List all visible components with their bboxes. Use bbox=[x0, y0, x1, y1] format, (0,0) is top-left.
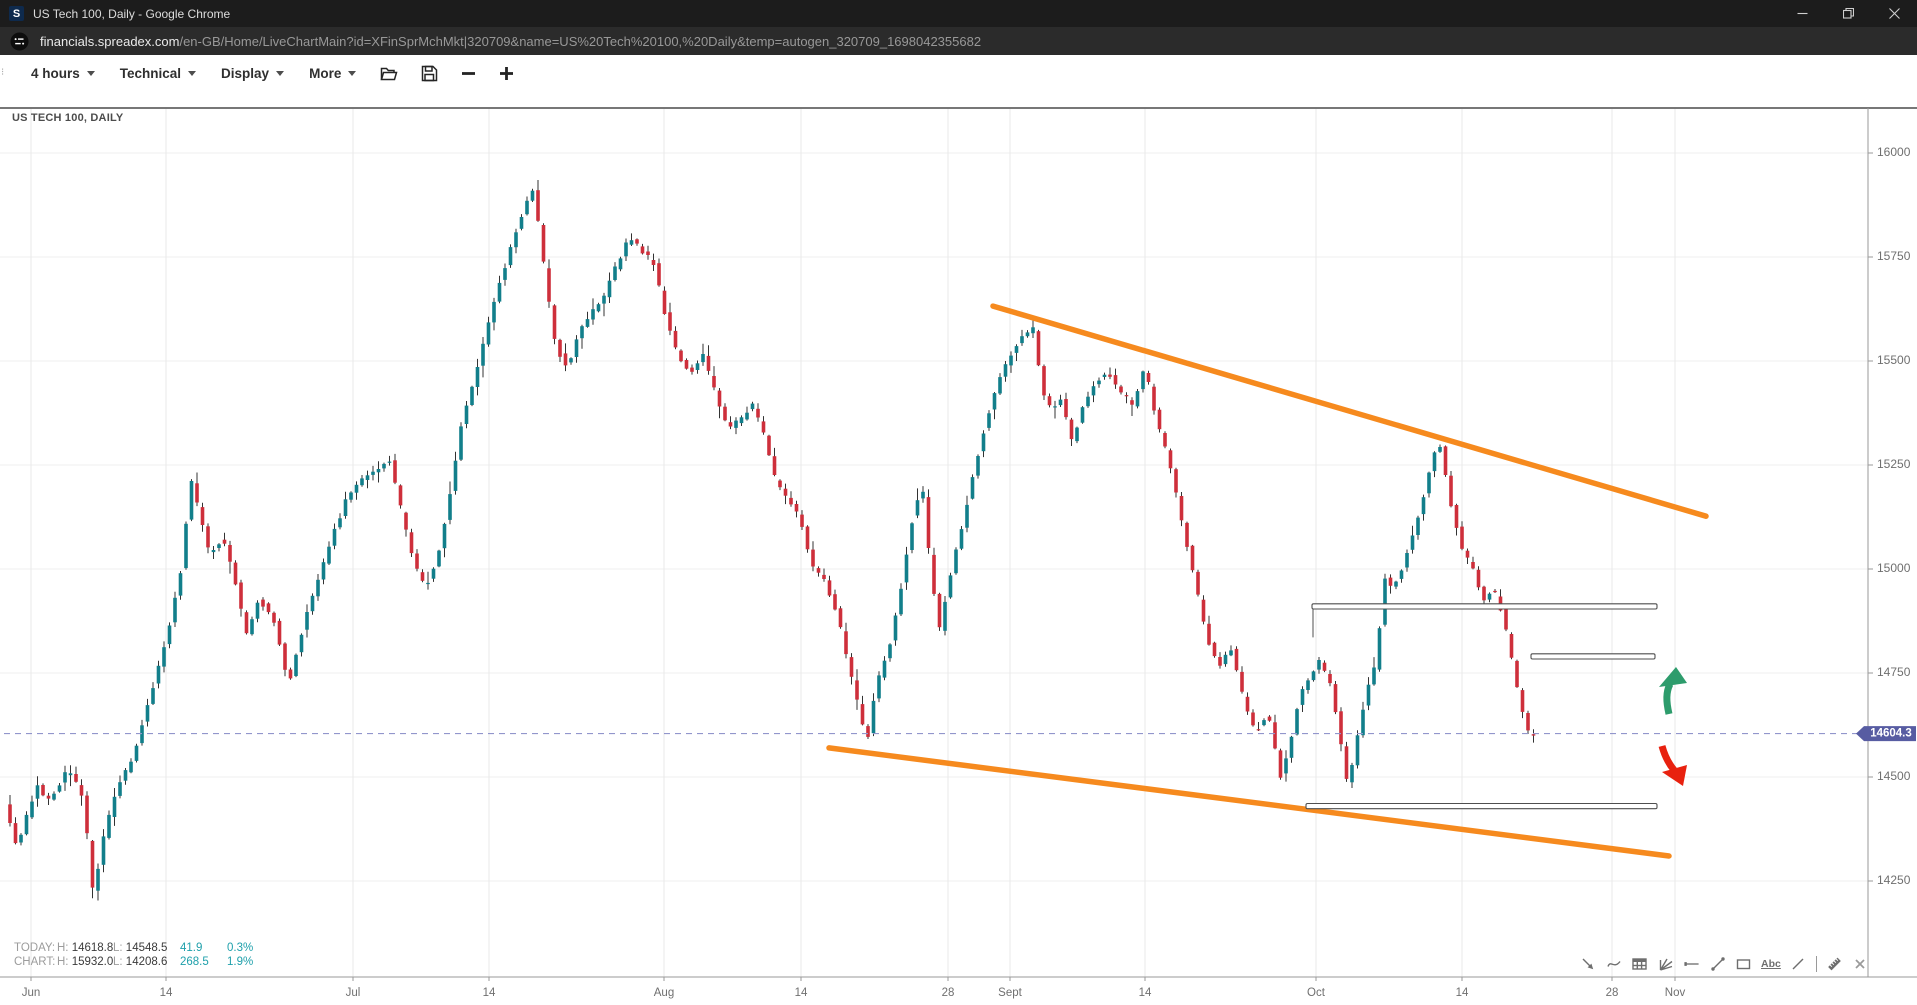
price-levels bbox=[1305, 603, 1658, 810]
toolbar-divider bbox=[1815, 956, 1817, 972]
display-label: Display bbox=[221, 65, 270, 81]
zoom-out-button[interactable] bbox=[461, 66, 476, 81]
stats-label: CHART: bbox=[14, 955, 56, 968]
horizontal-line-tool[interactable] bbox=[1683, 956, 1700, 973]
candlesticks bbox=[8, 180, 1536, 901]
upper-channel-line[interactable] bbox=[990, 303, 1709, 519]
y-axis-label: 14750 bbox=[1877, 665, 1911, 679]
timeframe-dropdown[interactable]: 4 hours bbox=[31, 66, 95, 81]
chevron-down-icon bbox=[86, 70, 95, 76]
technical-label: Technical bbox=[119, 65, 182, 81]
grid-tool[interactable] bbox=[1631, 956, 1648, 973]
stats-row-chart: CHART: H: 15932.0 L: 14208.6 268.5 1.9% bbox=[14, 956, 267, 970]
x-axis-label: 14 bbox=[160, 987, 173, 999]
restore-icon bbox=[1842, 8, 1854, 19]
chart-high: 15932.0 bbox=[71, 955, 114, 968]
save-chart-button[interactable] bbox=[421, 65, 438, 82]
more-dropdown[interactable]: More bbox=[309, 65, 357, 81]
rectangle-tool[interactable] bbox=[1735, 956, 1752, 973]
window-title: US Tech 100, Daily - Google Chrome bbox=[33, 6, 231, 21]
x-axis-label: Oct bbox=[1307, 987, 1326, 999]
svg-text:14604.3: 14604.3 bbox=[1870, 728, 1912, 740]
y-axis-label: 16000 bbox=[1877, 145, 1911, 159]
y-axis-label: 14500 bbox=[1877, 769, 1911, 783]
chart-low: 14208.6 bbox=[125, 955, 168, 968]
x-axis-label: Aug bbox=[654, 987, 674, 999]
x-axis-label: 14 bbox=[1139, 987, 1152, 999]
address-bar[interactable]: financials.spreadex.com/en-GB/Home/LiveC… bbox=[0, 27, 1917, 55]
stats-row-today: TODAY: H: 14618.8 L: 14548.5 41.9 0.3% bbox=[14, 942, 267, 956]
site-info-icon[interactable] bbox=[10, 32, 29, 51]
x-axis-label: 28 bbox=[942, 987, 955, 999]
chart-title: US TECH 100, DAILY bbox=[12, 112, 124, 124]
lower-channel-line[interactable] bbox=[826, 745, 1672, 859]
chevron-down-icon bbox=[188, 70, 197, 76]
more-label: More bbox=[309, 65, 342, 81]
chevron-down-icon bbox=[276, 70, 285, 76]
y-axis-label: 15500 bbox=[1877, 353, 1911, 367]
close-icon bbox=[1888, 8, 1900, 19]
close-button[interactable] bbox=[1871, 0, 1917, 27]
x-axis[interactable]: Jun 14 Jul 14 Aug 14 28 Sept 14 Oct 14 28 Nov bbox=[22, 977, 1686, 999]
restore-button[interactable] bbox=[1825, 0, 1871, 27]
open-chart-button[interactable] bbox=[379, 65, 398, 82]
y-axis-label: 14250 bbox=[1877, 873, 1911, 887]
url-domain: financials.spreadex.com bbox=[40, 33, 180, 49]
panel-edge-mark: ⁝ bbox=[1, 67, 5, 78]
x-axis-label: 28 bbox=[1606, 987, 1619, 999]
resistance-level-2[interactable] bbox=[1530, 653, 1656, 660]
current-price-badge: 14604.3 bbox=[1856, 726, 1916, 742]
x-axis-label: Jun bbox=[22, 987, 41, 999]
chevron-down-icon bbox=[348, 70, 357, 76]
support-level[interactable] bbox=[1305, 802, 1658, 810]
y-axis-label: 15250 bbox=[1877, 457, 1911, 471]
x-axis-label: 14 bbox=[1456, 987, 1469, 999]
window-controls bbox=[1779, 0, 1917, 27]
ruler-tool[interactable] bbox=[1826, 956, 1843, 973]
pointer-arrow-tool[interactable] bbox=[1579, 956, 1596, 973]
technical-dropdown[interactable]: Technical bbox=[119, 65, 197, 81]
window-titlebar[interactable]: S US Tech 100, Daily - Google Chrome bbox=[0, 0, 1917, 27]
resistance-level-1[interactable] bbox=[1311, 603, 1658, 610]
text-tool[interactable]: Abc bbox=[1761, 958, 1781, 970]
chart-change: 268.5 bbox=[180, 955, 209, 968]
url-path: /en-GB/Home/LiveChartMain?id=XFinSprMchM… bbox=[179, 33, 982, 49]
x-axis-label: 14 bbox=[795, 987, 808, 999]
today-change: 41.9 bbox=[180, 942, 203, 954]
spreadex-app-icon: S bbox=[9, 6, 24, 21]
chart-change-pct: 1.9% bbox=[227, 955, 254, 968]
minimize-button[interactable] bbox=[1779, 0, 1825, 27]
timeframe-label: 4 hours bbox=[31, 65, 80, 81]
chart-stats: TODAY: H: 14618.8 L: 14548.5 41.9 0.3% C… bbox=[14, 942, 267, 969]
zoom-in-button[interactable] bbox=[499, 66, 514, 81]
x-axis-label: Sept bbox=[998, 987, 1022, 999]
y-axis-label: 15000 bbox=[1877, 561, 1911, 575]
minus-icon bbox=[462, 71, 476, 75]
up-arrow[interactable] bbox=[1659, 667, 1687, 715]
plus-icon bbox=[500, 66, 514, 80]
minimize-icon bbox=[1797, 12, 1807, 15]
x-axis-label: Jul bbox=[346, 987, 361, 999]
diagonal-line-tool[interactable] bbox=[1790, 956, 1807, 973]
curve-tool[interactable] bbox=[1605, 956, 1622, 973]
today-high: 14618.8 bbox=[71, 942, 114, 954]
today-change-pct: 0.3% bbox=[227, 942, 254, 954]
x-axis-label: 14 bbox=[483, 987, 496, 999]
folder-open-icon bbox=[380, 67, 398, 80]
down-arrow[interactable] bbox=[1658, 745, 1687, 786]
x-axis-label: Nov bbox=[1665, 987, 1686, 999]
trend-line-tool[interactable] bbox=[1709, 956, 1726, 973]
drawing-toolbar: Abc bbox=[1579, 950, 1869, 978]
chart-toolbar: ⁝ 4 hours Technical Display More bbox=[0, 55, 1917, 91]
y-axis-label: 15750 bbox=[1877, 249, 1911, 263]
save-icon bbox=[422, 65, 438, 81]
stats-label: TODAY: bbox=[14, 942, 56, 954]
fan-lines-tool[interactable] bbox=[1657, 956, 1674, 973]
y-axis[interactable]: 16000 15750 15500 15250 15000 14750 14500 14250 bbox=[1868, 145, 1911, 887]
display-dropdown[interactable]: Display bbox=[221, 65, 285, 81]
url-text: financials.spreadex.com/en-GB/Home/LiveC… bbox=[40, 34, 981, 49]
today-low: 14548.5 bbox=[125, 942, 168, 954]
close-tool[interactable] bbox=[1852, 956, 1869, 973]
